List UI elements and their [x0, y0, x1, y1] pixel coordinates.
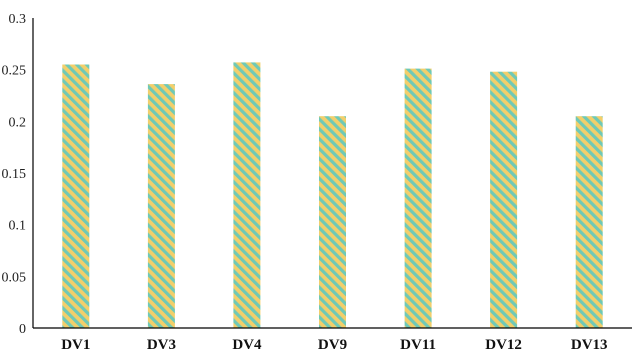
bar-dv3	[147, 84, 175, 328]
x-tick-label: DV3	[147, 337, 176, 353]
x-tick-label: DV13	[571, 337, 608, 353]
x-tick-label: DV4	[232, 337, 262, 353]
x-tick-label: DV11	[400, 337, 436, 353]
bar-dv4	[233, 62, 261, 329]
bars	[62, 62, 603, 329]
y-tick-label: 0	[19, 322, 26, 337]
bar-dv11	[404, 68, 432, 328]
x-tick-label: DV1	[61, 337, 90, 353]
y-axis-ticks: 0 0.05 0.1 0.15 0.2 0.25 0.3	[2, 12, 27, 337]
y-tick-label: 0.25	[2, 64, 27, 79]
bar-dv1	[62, 64, 90, 328]
x-axis-labels: DV1 DV3 DV4 DV9 DV11 DV12 DV13	[61, 337, 607, 353]
bar-dv13	[575, 116, 603, 328]
bar-dv9	[319, 116, 346, 328]
y-tick-label: 0.3	[9, 12, 27, 27]
y-tick-label: 0.15	[2, 167, 27, 182]
x-tick-label: DV12	[485, 337, 522, 353]
bar-dv12	[490, 71, 518, 328]
y-tick-label: 0.05	[2, 270, 27, 285]
y-tick-label: 0.1	[9, 219, 27, 234]
y-tick-label: 0.2	[9, 115, 27, 130]
x-tick-label: DV9	[318, 337, 347, 353]
